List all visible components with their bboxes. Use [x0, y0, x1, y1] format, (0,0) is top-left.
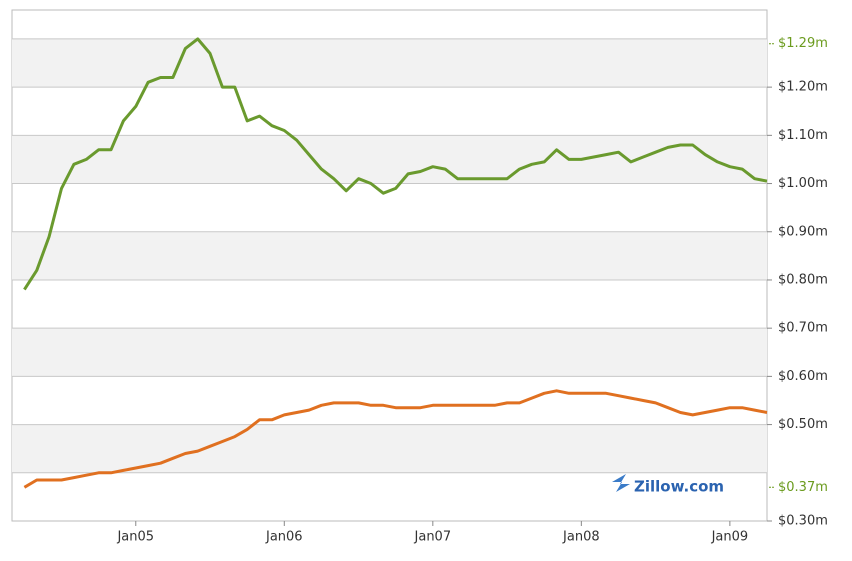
- y-tick-label: $0.50m: [778, 417, 828, 432]
- series-line: [23, 389, 768, 489]
- y-tick-label: $0.80m: [778, 272, 828, 287]
- y-tick-label: $1.20m: [778, 80, 828, 95]
- x-tick-label: Jan08: [562, 530, 600, 545]
- band: [12, 328, 767, 377]
- y-tick-label: $0.70m: [778, 321, 828, 336]
- y-tick-label: $1.00m: [778, 176, 828, 191]
- y-tick-label: $1.10m: [778, 128, 828, 143]
- band: [12, 135, 767, 184]
- y-tick-label: $0.60m: [778, 369, 828, 384]
- x-tick-label: Jan07: [414, 530, 452, 545]
- x-tick-label: Jan06: [265, 530, 303, 545]
- band: [12, 38, 767, 88]
- y-tick-label: $0.90m: [778, 224, 828, 239]
- highlight-tick-label: $0.37m: [778, 480, 828, 495]
- y-tick-label: $0.30m: [778, 514, 828, 529]
- watermark: Zillow.com: [634, 478, 724, 496]
- logo-icon: [612, 474, 630, 492]
- series-line: [23, 37, 768, 291]
- band: [12, 231, 767, 280]
- x-tick-label: Jan09: [711, 530, 749, 545]
- band: [12, 424, 767, 473]
- x-tick-label: Jan05: [116, 530, 154, 545]
- highlight-tick-label: $1.29m: [778, 36, 828, 51]
